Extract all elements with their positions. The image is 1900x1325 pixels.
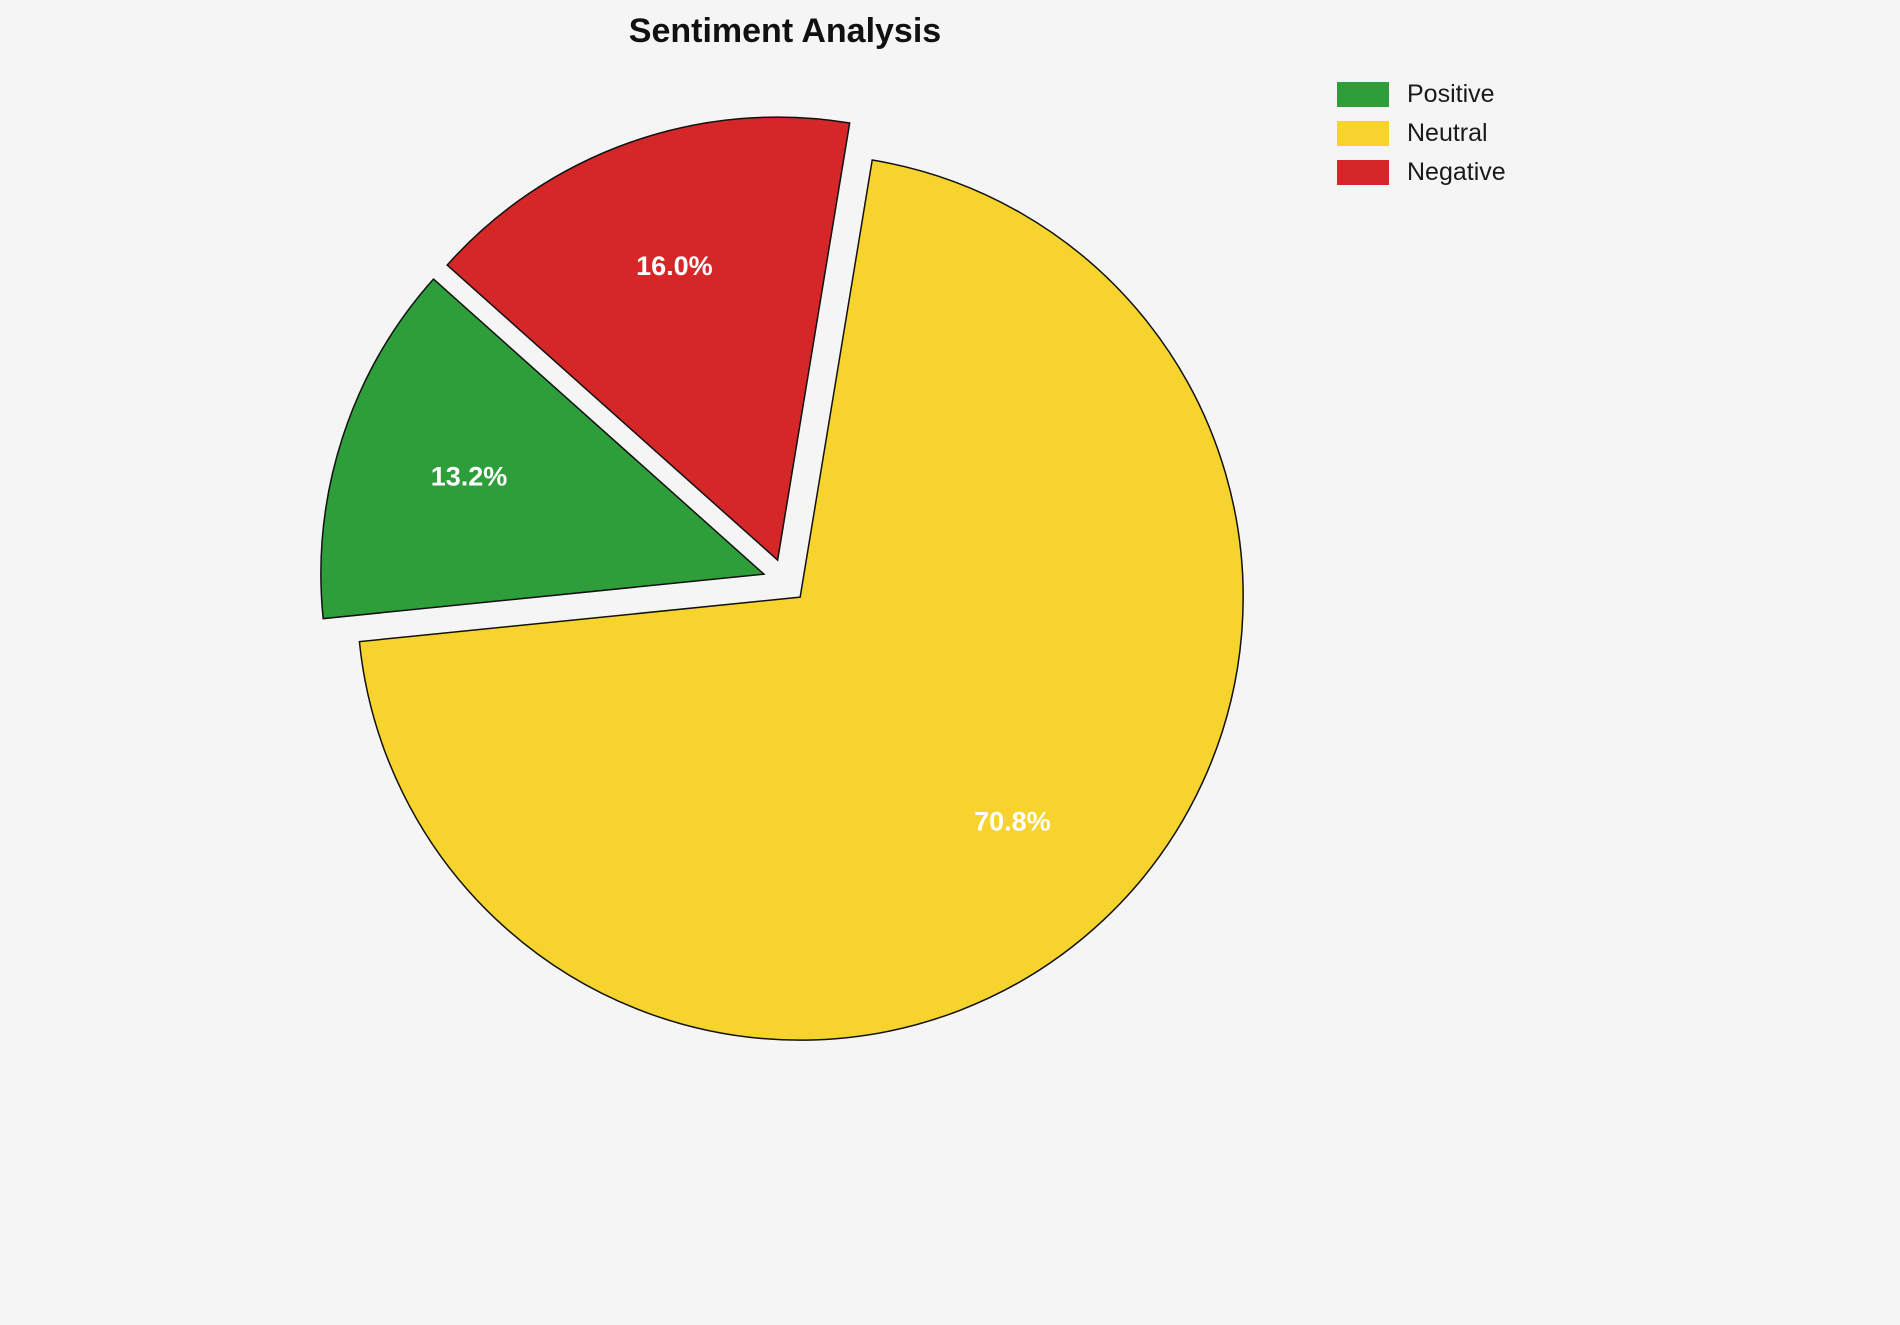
legend-item-negative: Negative [1337, 160, 1506, 185]
legend-item-positive: Positive [1337, 82, 1506, 107]
legend-label-positive: Positive [1407, 80, 1495, 108]
pie-label-neutral: 70.8% [974, 806, 1051, 836]
pie-label-negative: 16.0% [636, 251, 713, 281]
pie-label-positive: 13.2% [431, 461, 508, 491]
pie-slice-positive [320, 278, 766, 620]
legend-label-neutral: Neutral [1407, 119, 1488, 147]
legend-swatch-negative [1337, 160, 1389, 185]
legend-swatch-neutral [1337, 121, 1389, 146]
legend-item-neutral: Neutral [1337, 121, 1506, 146]
pie-slice-neutral [358, 159, 1244, 1041]
chart-title: Sentiment Analysis [628, 12, 942, 50]
legend-swatch-positive [1337, 82, 1389, 107]
legend: Positive Neutral Negative [1337, 82, 1506, 185]
legend-label-negative: Negative [1407, 158, 1506, 186]
pie-slice-negative [446, 116, 851, 562]
